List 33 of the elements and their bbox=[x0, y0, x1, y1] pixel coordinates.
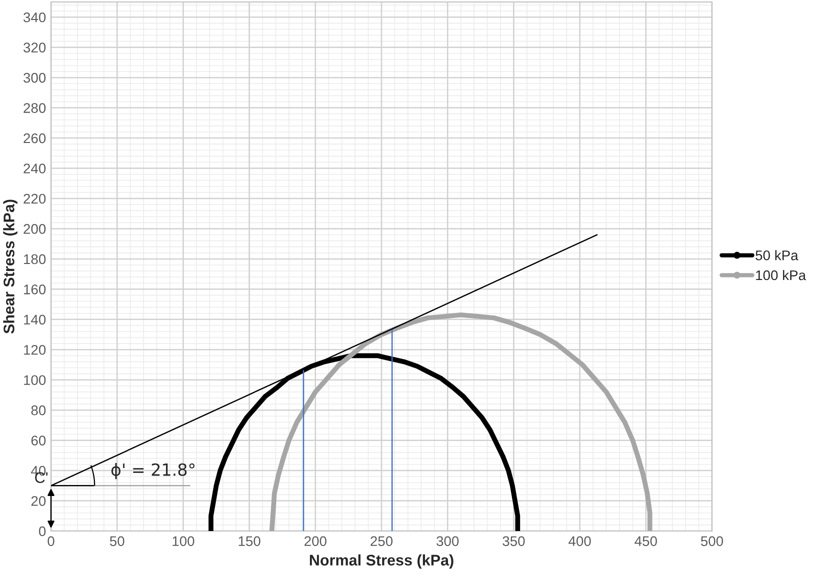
legend-label: 100 kPa bbox=[756, 270, 806, 280]
x-tick-label: 100 bbox=[172, 536, 194, 546]
x-axis-title: Normal Stress (kPa) bbox=[310, 554, 454, 569]
y-tick-label: 240 bbox=[24, 164, 46, 174]
y-axis-title: Shear Stress (kPa) bbox=[3, 200, 18, 334]
y-tick-label: 120 bbox=[24, 344, 46, 355]
y-tick-label: 280 bbox=[24, 103, 46, 113]
x-tick-label: 250 bbox=[370, 536, 393, 546]
x-tick-label: 450 bbox=[634, 536, 657, 546]
x-tick-label: 50 bbox=[110, 536, 124, 546]
y-tick-label: 260 bbox=[24, 133, 46, 144]
y-tick-label: 140 bbox=[24, 314, 46, 325]
x-tick-label: 350 bbox=[502, 536, 525, 546]
y-tick-label: 80 bbox=[31, 405, 46, 416]
x-tick-label: 200 bbox=[304, 536, 326, 546]
y-tick-label: 60 bbox=[31, 436, 46, 446]
y-tick-label: 180 bbox=[24, 254, 46, 264]
x-tick-label: 300 bbox=[436, 536, 459, 546]
y-tick-label: 220 bbox=[24, 194, 46, 204]
x-tick-label: 500 bbox=[700, 536, 724, 546]
y-tick-label: 200 bbox=[24, 224, 46, 234]
annotation: ϕ' = 21.8° bbox=[111, 463, 194, 480]
y-tick-label: 160 bbox=[24, 284, 46, 294]
y-tick-label: 20 bbox=[31, 496, 46, 506]
x-tick-label: 400 bbox=[568, 536, 591, 546]
legend-label: 50 kPa bbox=[756, 250, 798, 260]
x-tick-label: 0 bbox=[48, 536, 54, 546]
x-tick-label: 150 bbox=[238, 536, 260, 546]
y-tick-label: 0 bbox=[38, 526, 46, 536]
y-tick-label: 340 bbox=[24, 12, 46, 22]
y-tick-label: 100 bbox=[24, 375, 46, 386]
y-tick-label: 320 bbox=[24, 42, 46, 53]
y-tick-label: 300 bbox=[24, 72, 46, 83]
